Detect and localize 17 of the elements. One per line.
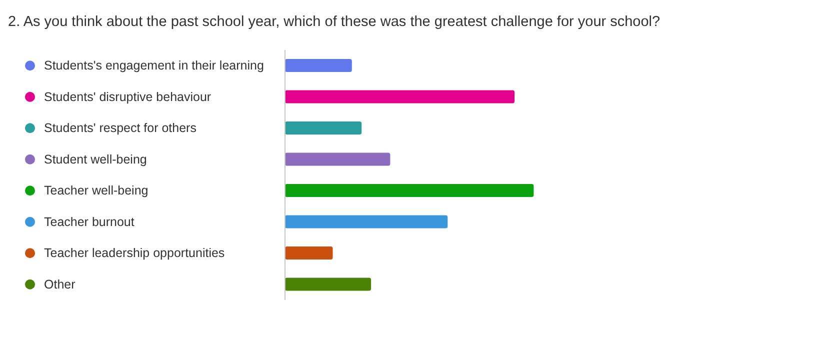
y-tick-label: Teacher well-being [44,184,148,198]
y-tick-label: Students' respect for others [44,121,196,136]
y-tick-label: Teacher leadership opportunities [44,246,225,260]
bar [285,215,448,228]
y-tick-label: Students's engagement in their learning [44,58,264,73]
bar [285,90,515,104]
y-tick-label: Students' disruptive behaviour [44,90,212,104]
y-tick-label: Other [44,277,76,292]
bar [285,278,372,291]
chart-title: 2. As you think about the past school year, which of these was the greatest challenge for your school? [8,14,662,32]
bar [285,152,390,166]
y-tick-label: Student well-being [44,152,147,166]
bar [285,184,534,197]
y-tick-label: Teacher burnout [44,214,135,229]
bar [285,246,333,260]
bar [285,59,352,72]
bar [285,122,362,134]
